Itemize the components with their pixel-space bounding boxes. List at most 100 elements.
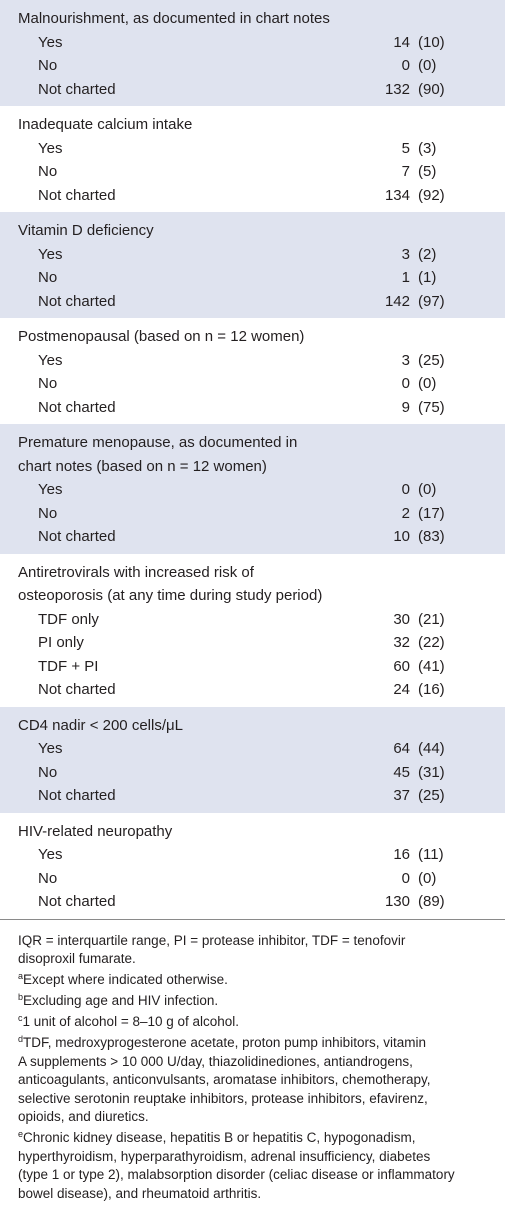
footnote-line: hyperthyroidism, hyperparathyroidism, ad… [18,1148,515,1167]
table-row: TDF only 30 (21) [0,608,505,632]
percent-cell: (44) [418,740,445,757]
row-label: Not charted [38,681,116,698]
count-cell: 9 [401,398,410,416]
footnote-line: IQR = interquartile range, PI = protease… [18,932,515,951]
footnote-line: dTDF, medroxyprogesterone acetate, proto… [18,1034,515,1053]
percent-cell: (31) [418,763,445,781]
footnote-text: bowel disease), and rheumatoid arthritis… [18,1185,262,1201]
table-row: No 1 (1) [0,266,505,290]
footnote-text: disoproxil fumarate. [18,951,136,966]
table-row: Not charted 130 (89) [0,890,505,914]
row-label: Not charted [38,787,116,804]
percent-cell: (22) [418,634,445,651]
footnote-marker: a [18,971,24,981]
percent-cell: (25) [418,351,445,369]
footnote: bExcluding age and HIV infection. [18,992,515,1011]
row-label: Not charted [38,80,116,98]
count-cell: 3 [401,245,410,263]
count-cell: 142 [384,292,410,310]
footnotes: IQR = interquartile range, PI = protease… [0,920,515,1204]
table-row: Not charted 9 (75) [0,396,505,420]
count-cell: 45 [393,763,410,781]
count-cell: 3 [401,351,410,369]
percent-cell: (25) [418,787,445,804]
footnote-line: anticoagulants, anticonvulsants, aromata… [18,1071,515,1090]
row-label: TDF only [38,610,99,628]
table-rule [0,918,505,920]
count-cell: 7 [401,163,410,180]
count-cell: 132 [384,80,410,98]
table-row: No 2 (17) [0,502,505,526]
row-label: Yes [38,740,63,757]
footnote-text: selective serotonin reuptake inhibitors,… [18,1090,428,1106]
footnote: aExcept where indicated otherwise. [18,971,515,990]
row-group: Inadequate calcium intake Yes 5 (3) No 7 (5) No… [0,106,505,212]
group-header: osteoporosis (at any time during study p… [18,587,323,604]
table-row: Yes 3 (2) [0,243,505,267]
group-header: Inadequate calcium intake [18,116,193,133]
count-cell: 30 [393,610,410,628]
table: Malnourishment, as documented in chart n… [0,0,505,914]
table-row: Not charted 10 (83) [0,525,505,549]
percent-cell: (5) [418,163,437,180]
row-label: No [38,504,58,522]
group-header: Antiretrovirals with increased risk of [18,563,254,581]
count-cell: 24 [393,681,410,698]
footnote: dTDF, medroxyprogesterone acetate, proto… [18,1034,515,1127]
count-cell: 0 [401,869,410,887]
footnote-text: hyperthyroidism, hyperparathyroidism, ad… [18,1148,431,1164]
table-row: Yes 64 (44) [0,737,505,761]
table-row: Not charted 132 (90) [0,78,505,102]
footnote-text: (type 1 or type 2), malabsorption disord… [18,1167,455,1182]
row-group: Malnourishment, as documented in chart n… [0,0,505,106]
percent-cell: (3) [418,139,437,157]
footnote-marker: e [18,1129,24,1139]
footnote-marker: d [18,1034,24,1044]
percent-cell: (0) [418,57,437,74]
count-cell: 64 [393,740,410,757]
table-row: Not charted 142 (97) [0,290,505,314]
table-row: PI only 32 (22) [0,631,505,655]
footnote-text: anticoagulants, anticonvulsants, aromata… [18,1072,431,1087]
count-cell: 134 [384,186,410,204]
group-header: Premature menopause, as documented in [18,434,298,451]
table-row: TDF + PI 60 (41) [0,655,505,679]
group-header: Malnourishment, as documented in chart n… [18,10,330,27]
count-cell: 0 [401,481,410,498]
percent-cell: (0) [418,375,437,392]
count-cell: 1 [401,269,410,286]
footnote-text: Chronic kidney disease, hepatitis B or h… [23,1130,416,1145]
count-cell: 0 [401,375,410,392]
count-cell: 16 [393,846,410,863]
percent-cell: (41) [418,657,445,675]
footnote-text: opioids, and diuretics. [18,1109,149,1124]
row-label: No [38,869,58,887]
group-header: chart notes (based on n = 12 women) [18,457,267,475]
row-label: No [38,57,58,74]
percent-cell: (21) [418,610,445,628]
percent-cell: (1) [418,269,437,286]
footnote-line: A supplements > 10 000 U/day, thiazolidi… [18,1053,515,1072]
percent-cell: (92) [418,186,445,204]
footnote-text: Excluding age and HIV infection. [23,993,219,1008]
footnote-line: c1 unit of alcohol = 8–10 g of alcohol. [18,1013,515,1032]
group-header: Vitamin D deficiency [18,222,154,239]
row-label: PI only [38,634,84,651]
footnote-line: aExcept where indicated otherwise. [18,971,515,990]
percent-cell: (89) [418,893,445,910]
count-cell: 37 [393,787,410,804]
row-label: TDF + PI [38,657,99,675]
table-row: Yes 16 (11) [0,843,505,867]
table-row: No 7 (5) [0,160,505,184]
row-group: Antiretrovirals with increased risk of os… [0,554,505,707]
table-row: No 0 (0) [0,867,505,891]
row-label: No [38,763,58,781]
row-group: Vitamin D deficiency Yes 3 (2) No 1 (1) Not cha… [0,212,505,318]
footnote-marker: b [18,992,24,1002]
percent-cell: (16) [418,681,445,698]
percent-cell: (17) [418,504,445,522]
row-label: Not charted [38,528,116,545]
row-label: Not charted [38,398,116,416]
row-label: Yes [38,139,63,157]
footnote: eChronic kidney disease, hepatitis B or … [18,1129,515,1203]
